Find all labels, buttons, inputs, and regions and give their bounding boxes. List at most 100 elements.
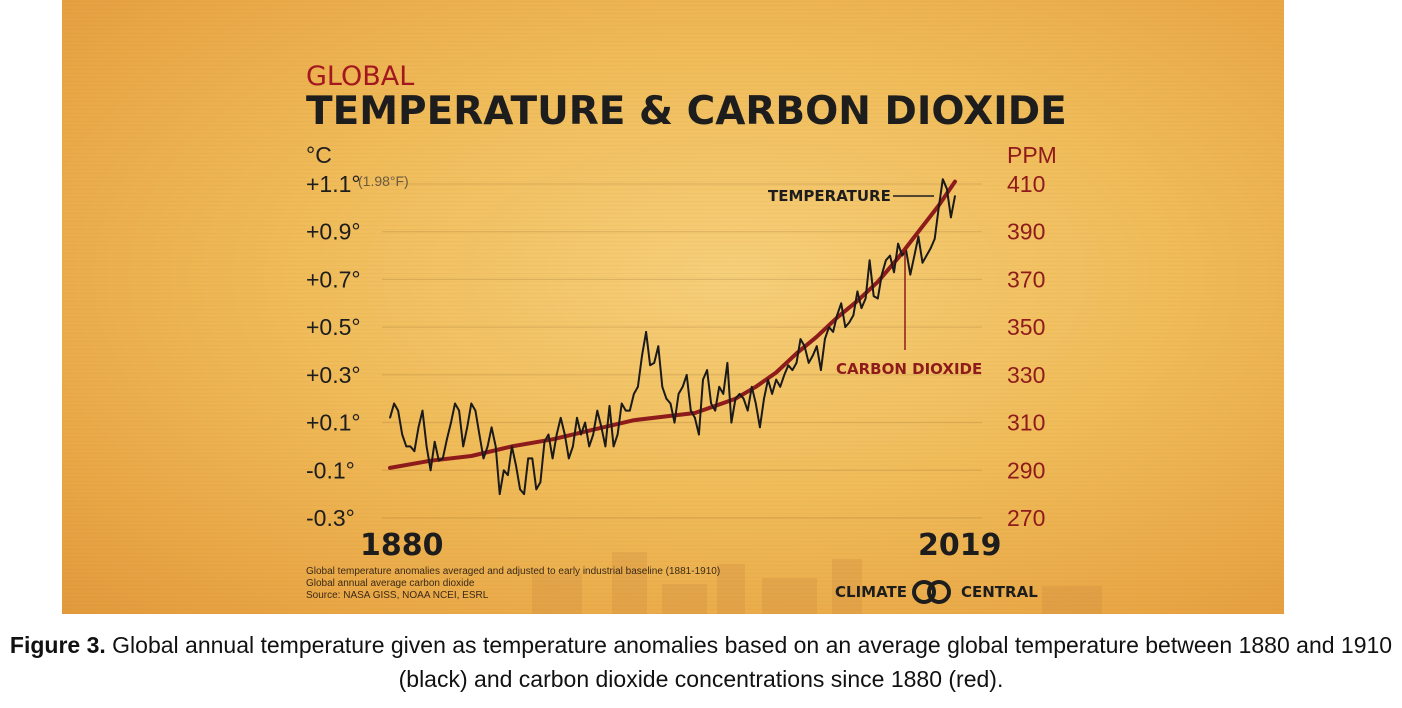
temperature-series-line bbox=[389, 178, 956, 496]
temperature-data-point bbox=[596, 409, 599, 412]
temperature-data-point bbox=[608, 405, 611, 407]
temperature-data-point bbox=[629, 409, 631, 412]
logo-text-left: CLIMATE bbox=[835, 583, 907, 601]
temperature-data-point bbox=[588, 445, 590, 448]
temperature-data-point bbox=[669, 402, 672, 405]
temperature-data-point bbox=[954, 195, 956, 197]
note-line-2: Global annual average carbon dioxide bbox=[306, 578, 475, 589]
temperature-data-point bbox=[852, 314, 855, 317]
temperature-data-point bbox=[559, 417, 562, 419]
skyline-building bbox=[612, 552, 647, 614]
climate-central-logo-icon bbox=[912, 580, 951, 604]
co2-data-point bbox=[469, 454, 473, 458]
temperature-data-point bbox=[677, 393, 680, 395]
right-axis-tick-label: 370 bbox=[1007, 266, 1045, 292]
temperature-data-point bbox=[872, 295, 875, 297]
skyline-building bbox=[762, 578, 817, 614]
temperature-data-point bbox=[433, 440, 436, 443]
logo-text-right: CENTRAL bbox=[961, 583, 1038, 601]
temperature-data-point bbox=[405, 445, 408, 448]
temperature-data-point bbox=[604, 445, 607, 448]
left-axis-tick-label: +1.1° bbox=[306, 171, 361, 197]
temperature-data-point bbox=[665, 397, 668, 400]
temperature-data-point bbox=[592, 433, 595, 436]
right-axis-unit: PPM bbox=[1007, 142, 1057, 168]
co2-data-point bbox=[754, 385, 758, 389]
temperature-data-point bbox=[437, 459, 440, 462]
temperature-data-point bbox=[710, 402, 712, 405]
temperature-data-point bbox=[645, 331, 647, 333]
temperature-data-point bbox=[563, 433, 566, 436]
x-end-year: 2019 bbox=[918, 528, 1002, 563]
temperature-data-point bbox=[876, 297, 879, 300]
temperature-data-point bbox=[706, 369, 708, 371]
temperature-data-point bbox=[641, 354, 643, 357]
right-axis-tick-label: 410 bbox=[1007, 171, 1045, 197]
skyline-building bbox=[532, 574, 582, 614]
temperature-data-point bbox=[811, 354, 814, 357]
figure-caption: Figure 3. Global annual temperature give… bbox=[0, 628, 1402, 696]
temperature-data-point bbox=[771, 393, 773, 395]
temperature-data-point bbox=[527, 457, 530, 460]
temperature-data-point bbox=[726, 362, 729, 364]
temperature-data-point bbox=[584, 421, 586, 424]
caption-text: Global annual temperature given as tempe… bbox=[112, 632, 1393, 692]
temperature-data-point bbox=[689, 409, 692, 412]
co2-data-point bbox=[953, 180, 957, 184]
temperature-data-point bbox=[531, 457, 534, 460]
skyline-building bbox=[717, 564, 745, 614]
temperature-data-point bbox=[905, 250, 908, 252]
temperature-data-point bbox=[718, 385, 721, 388]
temperature-data-point bbox=[921, 261, 924, 264]
co2-data-point bbox=[632, 418, 636, 422]
temperature-data-point bbox=[783, 374, 786, 376]
temperature-data-point bbox=[620, 402, 623, 405]
co2-data-point bbox=[815, 335, 819, 339]
right-axis-tick-label: 290 bbox=[1007, 457, 1045, 483]
temperature-data-point bbox=[393, 402, 395, 405]
temperature-data-point bbox=[637, 385, 639, 388]
temperature-data-point bbox=[507, 474, 509, 476]
temperature-data-point bbox=[486, 445, 489, 448]
temperature-data-point bbox=[836, 314, 838, 317]
temperature-data-point bbox=[759, 426, 761, 429]
temperature-data-point bbox=[791, 369, 794, 371]
temperature-data-point bbox=[413, 450, 416, 453]
temperature-data-point bbox=[893, 271, 895, 274]
co2-data-point bbox=[550, 437, 555, 441]
temperature-data-point bbox=[702, 378, 704, 381]
temperature-data-point bbox=[799, 338, 802, 340]
co2-data-point bbox=[896, 256, 900, 260]
temperature-data-point bbox=[503, 469, 505, 472]
skyline-building bbox=[832, 559, 862, 614]
temperature-data-point bbox=[576, 417, 578, 419]
temperature-data-point bbox=[787, 364, 790, 367]
temperature-data-point bbox=[539, 481, 542, 484]
co2-label: CARBON DIOXIDE bbox=[836, 360, 982, 378]
temperature-data-point bbox=[474, 409, 477, 412]
chart: GLOBAL TEMPERATURE & CARBON DIOXIDE °C P… bbox=[306, 61, 1067, 604]
temperature-data-point bbox=[815, 345, 818, 348]
temperature-data-point bbox=[950, 216, 952, 219]
temperature-data-point bbox=[828, 326, 830, 328]
temperature-data-point bbox=[746, 409, 749, 412]
temperature-data-point bbox=[742, 397, 745, 400]
temperature-data-point bbox=[401, 433, 403, 436]
temperature-data-point bbox=[661, 385, 664, 388]
temperature-data-point bbox=[494, 445, 497, 448]
temperature-data-point bbox=[649, 364, 651, 367]
temperature-data-point bbox=[929, 247, 932, 250]
co2-data-point bbox=[693, 411, 697, 415]
temperature-data-point bbox=[523, 493, 525, 495]
temperature-data-point bbox=[681, 385, 684, 388]
temperature-data-point bbox=[624, 409, 627, 412]
temperature-data-point bbox=[767, 378, 769, 381]
temperature-data-point bbox=[840, 302, 842, 305]
temperature-data-point bbox=[937, 207, 940, 209]
left-axis-tick-label: +0.1° bbox=[306, 410, 361, 436]
left-axis-tick-label: -0.3° bbox=[306, 505, 355, 531]
left-axis-tick-label: +0.3° bbox=[306, 362, 361, 388]
temperature-data-point bbox=[442, 457, 444, 460]
fahrenheit-note: (1.98°F) bbox=[358, 173, 409, 189]
skyline-building bbox=[662, 584, 707, 614]
